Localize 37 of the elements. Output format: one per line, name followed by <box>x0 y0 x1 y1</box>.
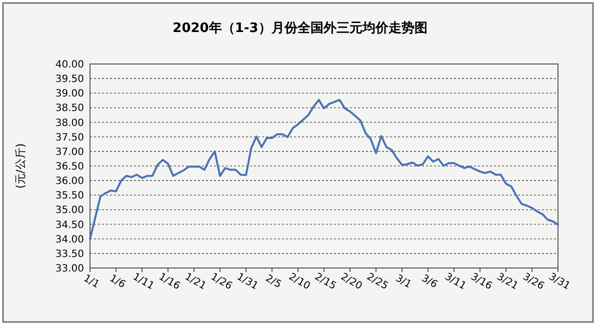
x-tick-label: 1/26 <box>208 271 234 292</box>
x-tick-label: 3/16 <box>468 271 494 292</box>
x-tick-label: 2/10 <box>286 271 312 292</box>
x-tick-label: 3/31 <box>546 271 572 292</box>
x-tick-label: 2/15 <box>312 271 338 292</box>
x-tick-label: 2/25 <box>364 271 390 292</box>
x-tick-label: 3/1 <box>394 273 413 291</box>
x-tick-label: 3/11 <box>442 271 468 292</box>
y-tick-label: 33.00 <box>55 264 84 274</box>
x-tick-label: 3/6 <box>420 273 439 291</box>
y-tick-label: 39.00 <box>55 88 84 100</box>
line-series <box>89 98 559 240</box>
y-tick-label: 33.50 <box>55 248 84 260</box>
x-tick-label: 3/26 <box>520 271 546 292</box>
x-tick-label: 1/1 <box>82 273 101 291</box>
y-tick-label: 36.50 <box>55 162 84 172</box>
x-tick-label: 2/20 <box>338 271 364 292</box>
x-tick-label: 2/5 <box>264 273 283 291</box>
chart-title: 2020年（1-3）月份全国外三元均价走势图 <box>172 20 428 36</box>
y-tick-label: 37.00 <box>55 146 84 158</box>
x-tick-label: 1/11 <box>130 271 156 292</box>
x-tick-label: 1/16 <box>156 271 182 292</box>
x-tick-label: 1/21 <box>182 271 208 292</box>
y-tick-label: 38.50 <box>55 103 84 114</box>
y-axis-title: (元/公斤) <box>14 143 27 189</box>
x-tick-label: 1/6 <box>108 273 127 291</box>
y-tick-label: 35.50 <box>55 190 84 202</box>
y-tick-label: 37.50 <box>55 132 84 144</box>
y-tick-label: 36.00 <box>55 176 84 188</box>
x-tick-label: 3/21 <box>494 271 520 292</box>
y-tick-label: 38.00 <box>55 118 84 129</box>
y-tick-label: 34.50 <box>55 220 84 231</box>
y-tick-label: 34.00 <box>55 234 84 246</box>
y-tick-label: 35.00 <box>55 205 84 216</box>
x-tick-label: 1/31 <box>234 271 260 292</box>
y-tick-label: 39.50 <box>55 74 84 86</box>
y-tick-label: 40.00 <box>55 60 84 70</box>
